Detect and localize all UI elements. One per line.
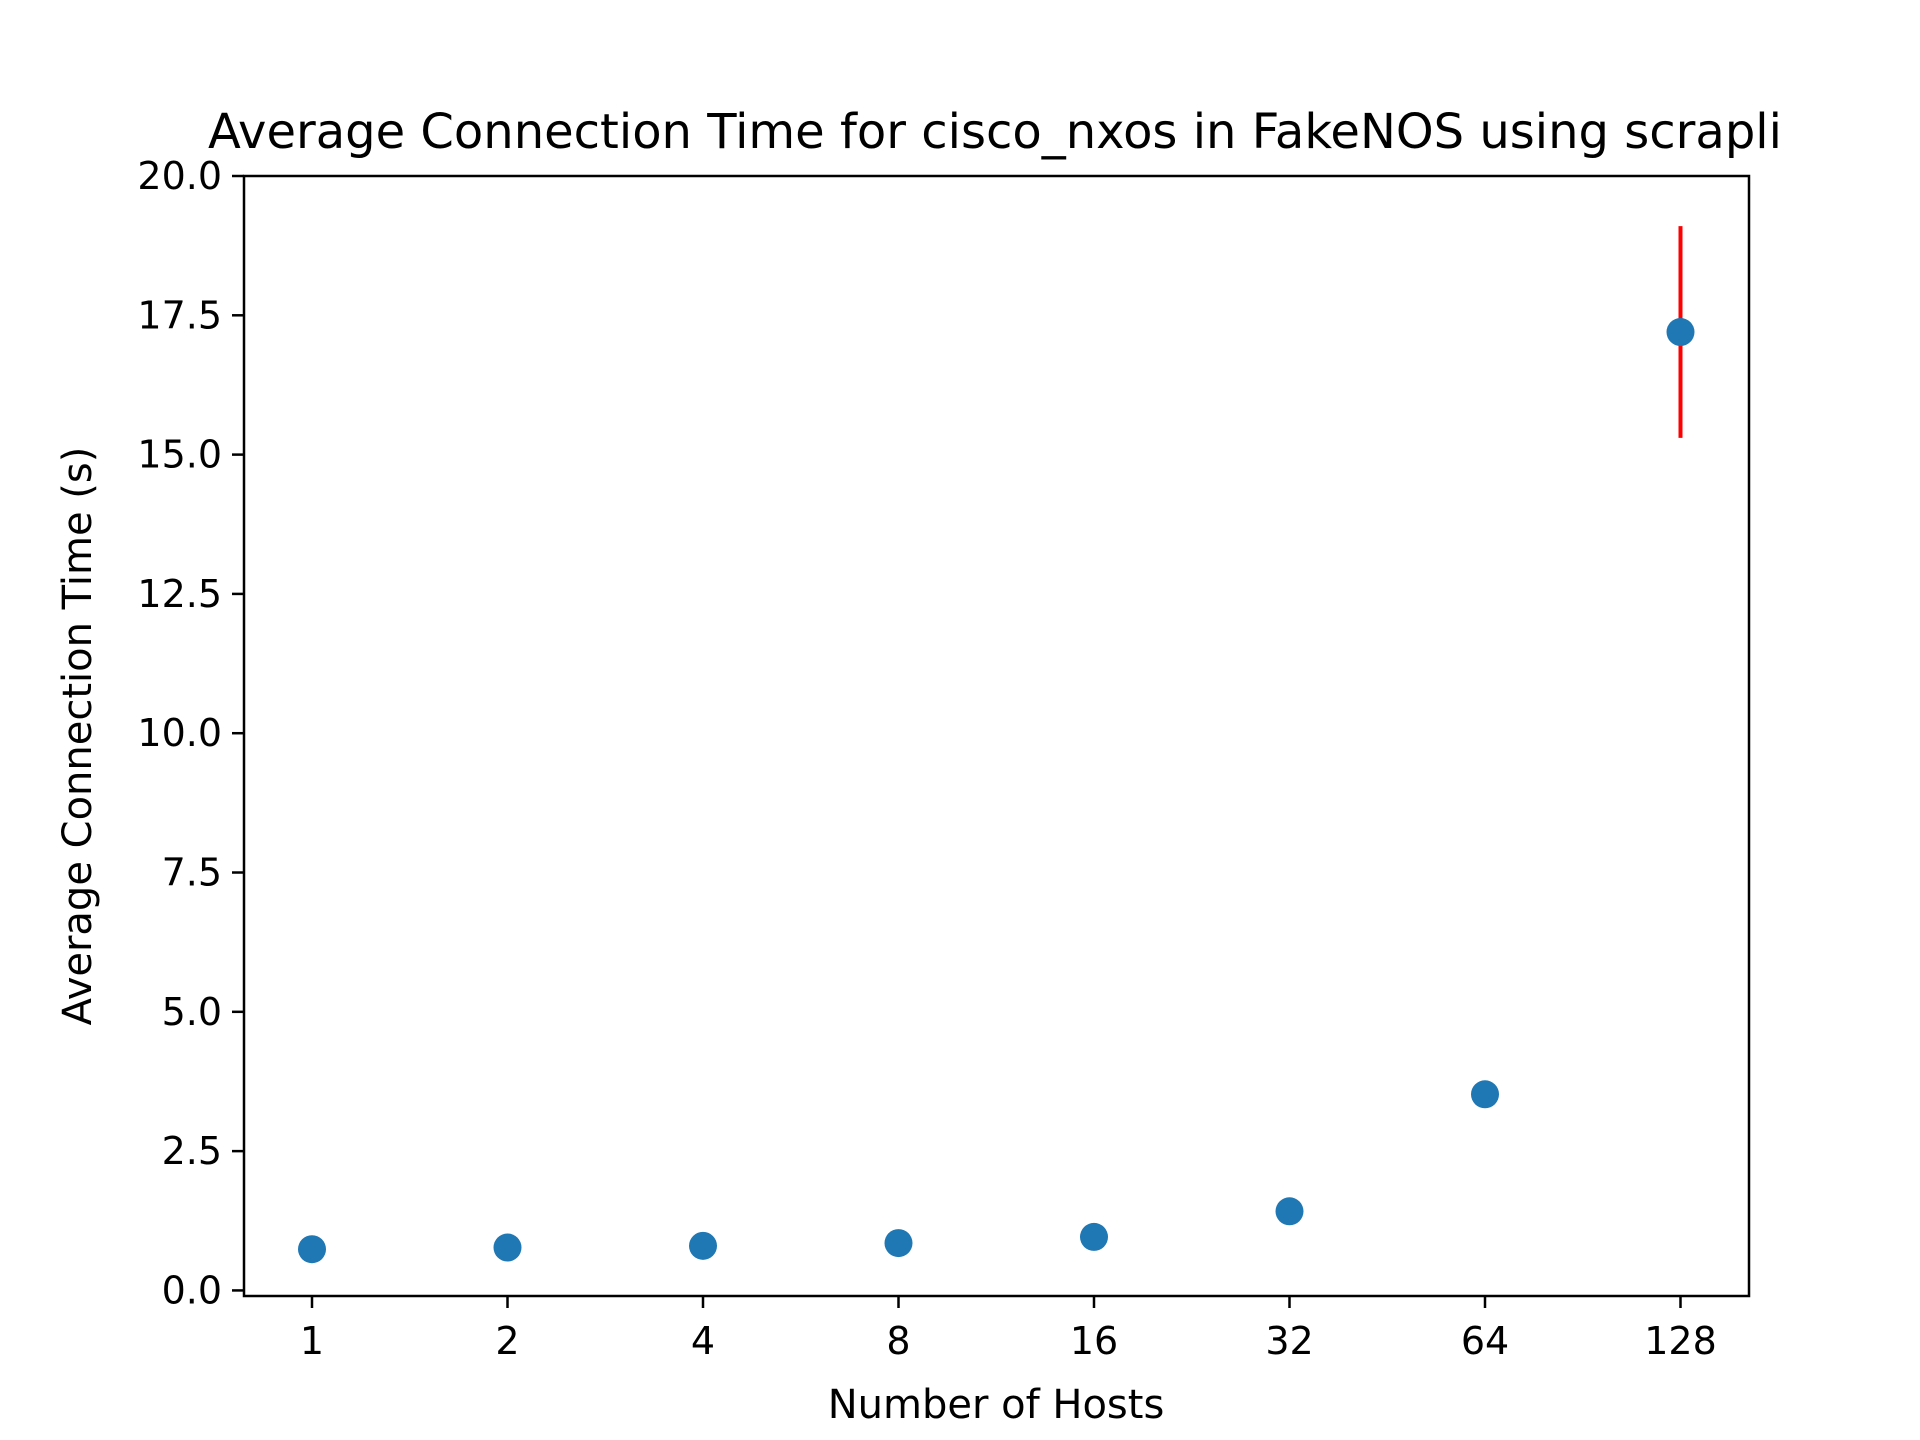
x-tick-label: 16 [1070,1319,1118,1363]
y-tick-label: 7.5 [162,851,222,895]
y-tick-label: 10.0 [137,711,222,755]
y-tick-label: 2.5 [162,1129,222,1173]
chart-title: Average Connection Time for cisco_nxos i… [208,104,1782,160]
x-tick-label: 64 [1461,1319,1509,1363]
plot-frame [242,174,1751,1298]
x-axis-title: Number of Hosts [828,1382,1165,1428]
y-tick-label: 5.0 [162,990,222,1034]
plot-marks [298,226,1695,1264]
data-point [1666,318,1695,347]
y-tick-label: 17.5 [137,293,222,337]
data-point [689,1231,717,1260]
x-tick-label: 128 [1644,1319,1717,1363]
axis-ticks: 0.0 2.5 5.0 7.5 10.0 12.5 15.0 17.5 20.0 1 2 4 8 16 32… [137,154,1716,1363]
data-point [298,1235,326,1264]
data-point [1275,1197,1304,1226]
x-tick-label: 8 [886,1319,910,1363]
y-tick-label: 0.0 [162,1268,222,1312]
x-tick-label: 1 [300,1319,324,1363]
data-point [884,1229,913,1258]
x-tick-label: 32 [1265,1319,1313,1363]
y-tick-label: 15.0 [137,433,222,477]
y-tick-label: 20.0 [137,154,222,198]
data-point [1471,1080,1499,1109]
x-tick-label: 4 [691,1319,715,1363]
data-point [1080,1222,1108,1251]
x-tick-label: 2 [495,1319,519,1363]
data-point [493,1233,522,1262]
y-tick-label: 12.5 [137,572,222,616]
y-axis-title: Average Connection Time (s) [55,447,101,1026]
